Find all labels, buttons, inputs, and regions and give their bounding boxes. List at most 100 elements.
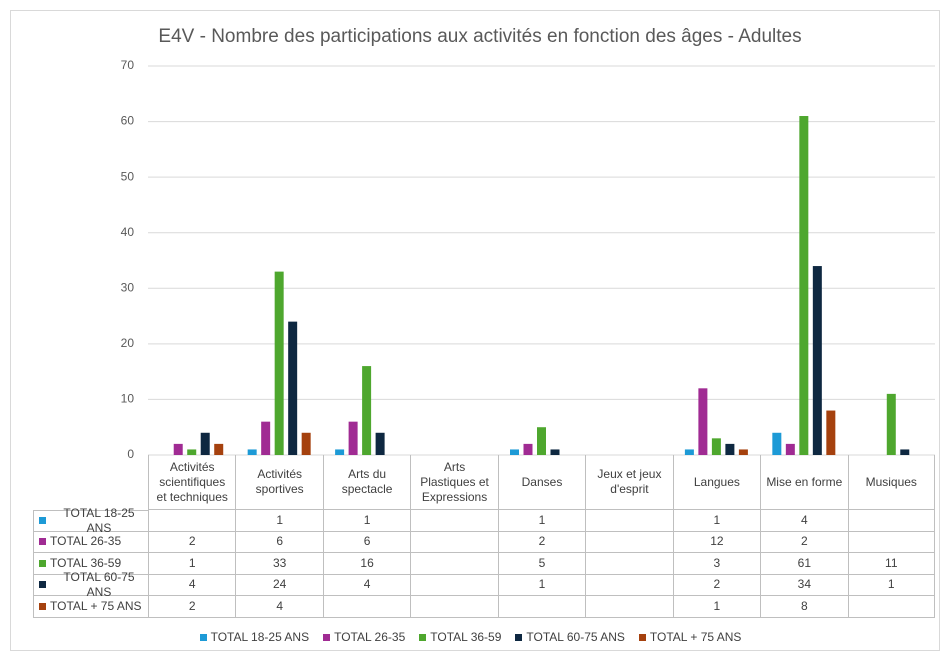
table-cell: 61 bbox=[760, 553, 848, 575]
bar bbox=[711, 438, 721, 455]
bar bbox=[772, 432, 782, 455]
table-cell bbox=[585, 510, 673, 532]
legend: TOTAL 18-25 ANS TOTAL 26-35 TOTAL 36-59 TOT… bbox=[0, 627, 941, 647]
y-tick-label: 10 bbox=[121, 392, 135, 406]
table-cell: 3 bbox=[672, 553, 761, 575]
bar bbox=[738, 449, 748, 455]
table-header-cell: Arts du spectacle bbox=[322, 455, 411, 510]
bar bbox=[261, 421, 271, 455]
table-header-cell: Langues bbox=[672, 455, 761, 510]
table-cell: 11 bbox=[847, 553, 935, 575]
y-tick-label: 30 bbox=[121, 280, 135, 294]
table-header-cell: Jeux et jeux d'esprit bbox=[585, 455, 673, 510]
table-row-header: TOTAL 36-59 bbox=[33, 553, 148, 575]
series-name: TOTAL + 75 ANS bbox=[50, 598, 142, 613]
bar bbox=[826, 410, 836, 455]
y-tick-label: 40 bbox=[121, 225, 135, 239]
legend-key bbox=[323, 633, 331, 641]
legend-key bbox=[39, 581, 46, 589]
table-cell bbox=[585, 574, 673, 596]
bar bbox=[288, 321, 298, 455]
table-cell: 1 bbox=[497, 574, 586, 596]
legend-label: TOTAL 26-35 bbox=[334, 629, 406, 644]
legend-item: TOTAL 26-35 bbox=[323, 630, 405, 645]
table-cell: 1 bbox=[497, 510, 586, 532]
bar bbox=[214, 443, 224, 455]
table-header-cell: Arts Plastiques et Expressions bbox=[410, 455, 498, 510]
bar bbox=[886, 393, 896, 455]
bar bbox=[187, 449, 197, 455]
y-tick-label: 0 bbox=[127, 447, 134, 461]
table-header-cell: Mise en forme bbox=[760, 455, 848, 510]
table-cell: 24 bbox=[235, 574, 323, 596]
table-header-cell: Musiques bbox=[847, 455, 935, 510]
table-cell: 2 bbox=[760, 531, 848, 553]
bar bbox=[812, 266, 822, 455]
table-cell bbox=[148, 510, 236, 532]
legend-key bbox=[39, 517, 46, 525]
chart-title: E4V - Nombre des participations aux acti… bbox=[158, 26, 801, 47]
bar bbox=[510, 449, 519, 455]
bar bbox=[335, 449, 345, 455]
bar bbox=[348, 421, 358, 455]
bar bbox=[173, 443, 183, 455]
legend-label: TOTAL 18-25 ANS bbox=[210, 629, 310, 644]
legend-item: TOTAL 60-75 ANS bbox=[515, 630, 625, 645]
y-tick-label: 70 bbox=[121, 58, 135, 72]
series-name: TOTAL 36-59 bbox=[50, 555, 122, 570]
table-cell bbox=[410, 596, 498, 618]
legend-key bbox=[39, 559, 46, 567]
table-cell bbox=[847, 510, 935, 532]
table-row-header: TOTAL + 75 ANS bbox=[33, 596, 148, 618]
series-name: TOTAL 18-25 ANS bbox=[63, 505, 135, 535]
table-cell: 1 bbox=[672, 596, 761, 618]
legend-key bbox=[199, 633, 207, 641]
bar bbox=[523, 443, 533, 455]
bar bbox=[362, 366, 372, 455]
table-cell: 4 bbox=[760, 510, 848, 532]
bar bbox=[375, 432, 385, 455]
series-name: TOTAL 60-75 ANS bbox=[63, 569, 135, 599]
table-cell bbox=[847, 596, 935, 618]
y-tick-label: 50 bbox=[121, 169, 135, 183]
table-row-header: TOTAL 60-75 ANS bbox=[33, 570, 148, 599]
table-cell: 4 bbox=[148, 574, 236, 596]
table-cell bbox=[585, 531, 673, 553]
table-cell: 34 bbox=[760, 574, 848, 596]
table-cell: 8 bbox=[760, 596, 848, 618]
table-cell bbox=[322, 596, 411, 618]
table-cell bbox=[410, 531, 498, 553]
legend-label: TOTAL 36-59 bbox=[430, 629, 502, 644]
bar bbox=[200, 432, 210, 455]
table-cell bbox=[585, 596, 673, 618]
legend-key bbox=[515, 633, 523, 641]
legend-item: TOTAL 36-59 bbox=[419, 630, 501, 645]
table-cell: 4 bbox=[235, 596, 323, 618]
table-header-cell: Activités scientifiques et techniques bbox=[148, 455, 236, 510]
legend-item: TOTAL 18-25 ANS bbox=[199, 629, 310, 645]
table-header-cell: Activités sportives bbox=[235, 455, 323, 510]
table-cell: 2 bbox=[497, 531, 586, 553]
table-cell: 6 bbox=[322, 531, 411, 553]
bar bbox=[799, 116, 809, 455]
bar bbox=[301, 432, 311, 455]
bar bbox=[550, 449, 560, 455]
y-tick-label: 60 bbox=[121, 114, 135, 128]
bar bbox=[900, 449, 910, 455]
table-cell: 4 bbox=[322, 574, 411, 596]
table-cell: 33 bbox=[235, 553, 323, 575]
bar bbox=[684, 449, 694, 455]
legend-item: TOTAL + 75 ANS bbox=[638, 630, 741, 645]
table-cell: 5 bbox=[497, 553, 586, 575]
table-cell: 1 bbox=[322, 510, 411, 532]
table-row-header: TOTAL 26-35 bbox=[33, 531, 148, 553]
bar bbox=[698, 388, 708, 455]
table-cell: 6 bbox=[235, 531, 323, 553]
table-header-cell: Danses bbox=[497, 455, 586, 510]
series-name: TOTAL 26-35 bbox=[50, 534, 122, 549]
table-cell bbox=[497, 596, 586, 618]
table-row-header: TOTAL 18-25 ANS bbox=[33, 506, 148, 535]
table-cell bbox=[410, 553, 498, 575]
